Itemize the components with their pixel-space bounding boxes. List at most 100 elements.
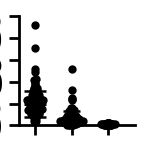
Point [31, 99, 34, 101]
Point [74, 118, 76, 121]
Point [76, 122, 79, 124]
Point [70, 119, 72, 121]
Point [71, 121, 73, 123]
Point [35, 95, 38, 97]
Point [67, 116, 69, 119]
Point [74, 120, 76, 123]
Point [106, 122, 108, 124]
Point [72, 118, 75, 120]
Point [67, 122, 69, 124]
Point [31, 109, 34, 111]
Point [33, 96, 36, 98]
Point [106, 124, 109, 126]
Point [109, 124, 112, 126]
Point [70, 118, 72, 121]
Point [33, 97, 36, 99]
Point [110, 124, 112, 126]
Point [75, 116, 77, 118]
Point [35, 92, 38, 94]
Point [34, 86, 36, 88]
Point [63, 121, 65, 124]
Point [64, 121, 66, 124]
Point [74, 122, 76, 125]
Point [68, 124, 70, 126]
Point [29, 105, 32, 107]
Point [34, 95, 36, 97]
Point [35, 114, 37, 116]
Point [67, 117, 69, 119]
Point [34, 92, 36, 95]
Point [34, 112, 36, 115]
Point [75, 122, 77, 124]
Point [37, 101, 40, 103]
Point [30, 95, 33, 97]
Point [73, 120, 75, 122]
Point [38, 113, 40, 115]
Point [35, 104, 37, 107]
Point [33, 107, 35, 109]
Point [37, 110, 39, 113]
Point [75, 118, 77, 121]
Point [34, 121, 36, 123]
Point [30, 109, 32, 111]
Point [68, 116, 70, 118]
Point [37, 104, 40, 107]
Point [28, 103, 31, 105]
Point [68, 119, 70, 121]
Point [68, 118, 70, 121]
Point [32, 110, 34, 113]
Point [35, 100, 37, 102]
Point [37, 103, 39, 105]
Point [71, 119, 73, 121]
Point [71, 119, 73, 122]
Point [107, 124, 110, 126]
Point [66, 120, 69, 122]
Point [72, 115, 75, 118]
Point [36, 110, 38, 112]
Point [70, 115, 73, 117]
Point [33, 108, 36, 110]
Point [74, 119, 76, 121]
Point [70, 109, 73, 111]
Point [61, 120, 63, 123]
Point [70, 113, 73, 115]
Point [33, 113, 35, 116]
Point [37, 109, 40, 111]
Point [38, 99, 40, 101]
Point [35, 114, 38, 117]
Point [68, 121, 70, 123]
Point [105, 123, 107, 125]
Point [33, 109, 35, 111]
Point [67, 120, 69, 122]
Point [111, 123, 113, 125]
Point [33, 94, 36, 97]
Point [33, 88, 36, 91]
Point [34, 108, 36, 111]
Point [34, 93, 36, 96]
Point [36, 104, 38, 107]
Point [33, 90, 35, 92]
Point [108, 124, 110, 126]
Point [65, 119, 68, 121]
Point [64, 119, 66, 121]
Point [33, 102, 35, 105]
Point [78, 118, 80, 120]
Point [36, 107, 38, 110]
Point [74, 123, 77, 126]
Point [35, 106, 38, 109]
Point [32, 91, 34, 93]
Point [75, 119, 77, 122]
Point [63, 120, 66, 123]
Point [71, 118, 73, 121]
Point [30, 109, 33, 112]
Point [32, 100, 34, 102]
Point [74, 121, 76, 123]
Point [105, 123, 108, 125]
Point [33, 115, 35, 117]
Point [72, 122, 75, 124]
Point [33, 105, 35, 107]
Point [108, 123, 110, 125]
Point [75, 119, 77, 121]
Point [32, 101, 34, 103]
Point [31, 111, 34, 113]
